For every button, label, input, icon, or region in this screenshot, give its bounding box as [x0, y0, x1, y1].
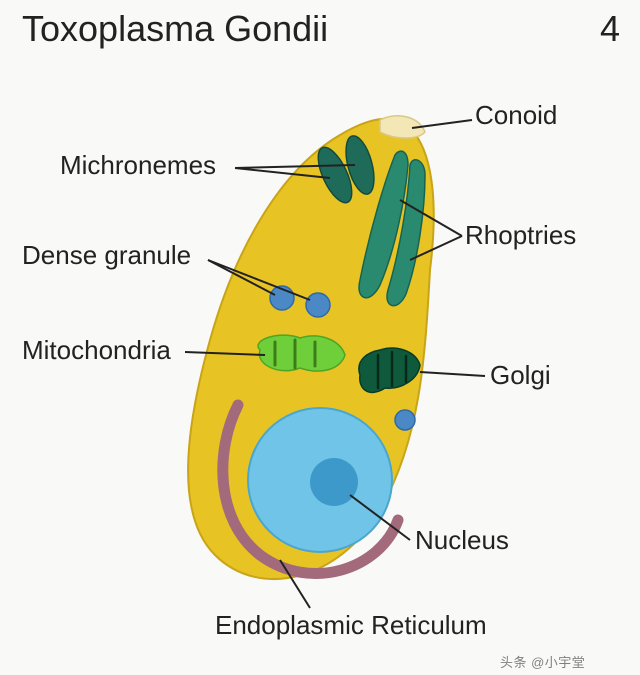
label-nucleus: Nucleus	[415, 525, 509, 556]
diagram-stage: Toxoplasma Gondii 4 Conoid Michronemes Rho…	[0, 0, 640, 675]
label-dense_granule: Dense granule	[22, 240, 191, 271]
page-number: 4	[600, 8, 620, 50]
label-conoid: Conoid	[475, 100, 557, 131]
label-er: Endoplasmic Reticulum	[215, 610, 487, 641]
label-mitochondria: Mitochondria	[22, 335, 171, 366]
label-rhoptries: Rhoptries	[465, 220, 576, 251]
watermark-text: 头条 @小宇堂	[500, 652, 585, 671]
label-golgi: Golgi	[490, 360, 551, 391]
label-micronemes: Michronemes	[60, 150, 216, 181]
diagram-title: Toxoplasma Gondii	[22, 8, 328, 50]
